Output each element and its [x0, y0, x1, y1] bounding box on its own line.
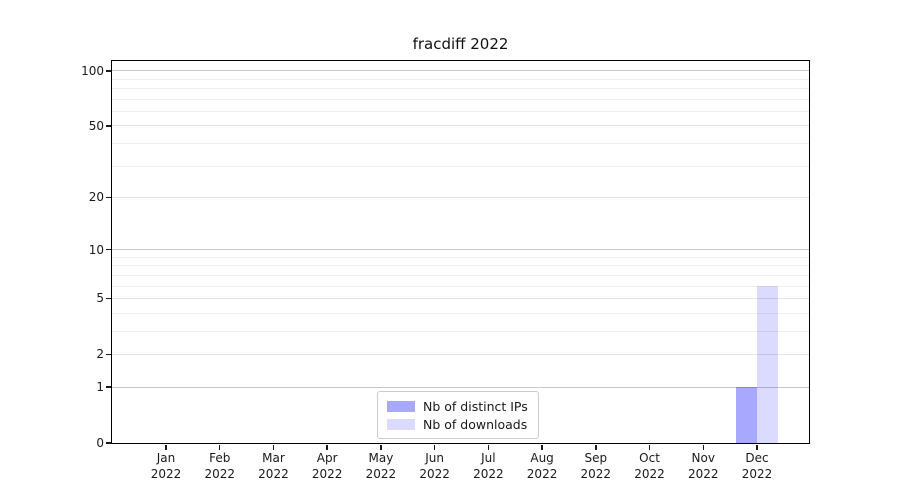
bar-downloads	[757, 286, 778, 443]
gridline	[112, 353, 809, 355]
y-tick-mark	[105, 196, 111, 199]
y-tick-label: 100	[81, 63, 104, 78]
x-tick-label: Apr 2022	[311, 451, 343, 481]
gridline	[112, 386, 809, 388]
legend-swatch-downloads	[387, 418, 415, 430]
y-tick-mark	[105, 70, 111, 72]
y-tick-mark	[105, 248, 111, 251]
gridline	[112, 285, 809, 287]
gridline	[112, 125, 809, 127]
x-tick-label: May 2022	[365, 451, 397, 481]
y-tick-mark	[105, 297, 111, 300]
gridline	[112, 196, 809, 198]
x-tick-mark	[218, 444, 221, 450]
x-tick-label: Jun 2022	[419, 451, 450, 481]
plot-area	[111, 60, 810, 444]
gridline	[112, 312, 809, 314]
y-tick-label: 1	[96, 380, 104, 395]
gridline	[112, 78, 809, 80]
y-tick-label: 50	[88, 118, 104, 133]
y-tick-label: 10	[88, 242, 104, 257]
gridline	[112, 249, 809, 251]
y-tick-mark	[105, 386, 111, 388]
legend-label: Nb of distinct IPs	[423, 398, 528, 414]
gridline	[112, 297, 809, 299]
y-tick-mark	[105, 353, 111, 356]
y-tick-label: 2	[96, 347, 104, 362]
x-tick-label: Sep 2022	[580, 451, 612, 481]
legend-swatch-distinct-ips	[387, 400, 415, 412]
legend: Nb of distinct IPs Nb of downloads	[377, 391, 539, 439]
x-tick-mark	[595, 444, 597, 450]
x-tick-label: Oct 2022	[634, 451, 665, 481]
x-tick-mark	[648, 444, 651, 450]
x-tick-label: Jan 2022	[150, 451, 182, 481]
x-tick-mark	[541, 444, 543, 450]
x-tick-label: Dec 2022	[741, 451, 773, 481]
gridline	[112, 110, 809, 112]
x-tick-mark	[433, 444, 436, 450]
gridline	[112, 98, 809, 100]
gridline	[112, 330, 809, 332]
gridline	[112, 165, 809, 167]
gridline	[112, 88, 809, 90]
x-tick-label: Nov 2022	[687, 451, 719, 481]
x-tick-mark	[165, 444, 167, 450]
legend-item: Nb of downloads	[387, 415, 528, 433]
legend-label: Nb of downloads	[423, 416, 528, 432]
gridline	[112, 142, 809, 144]
x-tick-label: Feb 2022	[204, 451, 235, 481]
y-tick-label: 5	[96, 291, 104, 306]
x-tick-mark	[380, 444, 382, 450]
gridline	[112, 70, 809, 72]
x-tick-mark	[702, 444, 705, 450]
x-tick-mark	[272, 444, 275, 450]
legend-item: Nb of distinct IPs	[387, 397, 528, 415]
x-tick-mark	[326, 444, 328, 450]
bar-distinct-ips	[736, 387, 757, 443]
gridline	[112, 265, 809, 267]
y-tick-mark	[105, 442, 111, 444]
y-tick-label: 20	[88, 190, 104, 205]
x-tick-mark	[756, 444, 758, 450]
x-tick-label: Jul 2022	[473, 451, 504, 481]
x-tick-label: Aug 2022	[526, 451, 558, 481]
x-tick-mark	[487, 444, 490, 450]
x-tick-label: Mar 2022	[258, 451, 289, 481]
y-tick-mark	[105, 125, 111, 127]
gridline	[112, 256, 809, 258]
chart-title: fracdiff 2022	[412, 35, 509, 53]
gridline	[112, 274, 809, 276]
y-tick-label: 0	[96, 436, 104, 450]
